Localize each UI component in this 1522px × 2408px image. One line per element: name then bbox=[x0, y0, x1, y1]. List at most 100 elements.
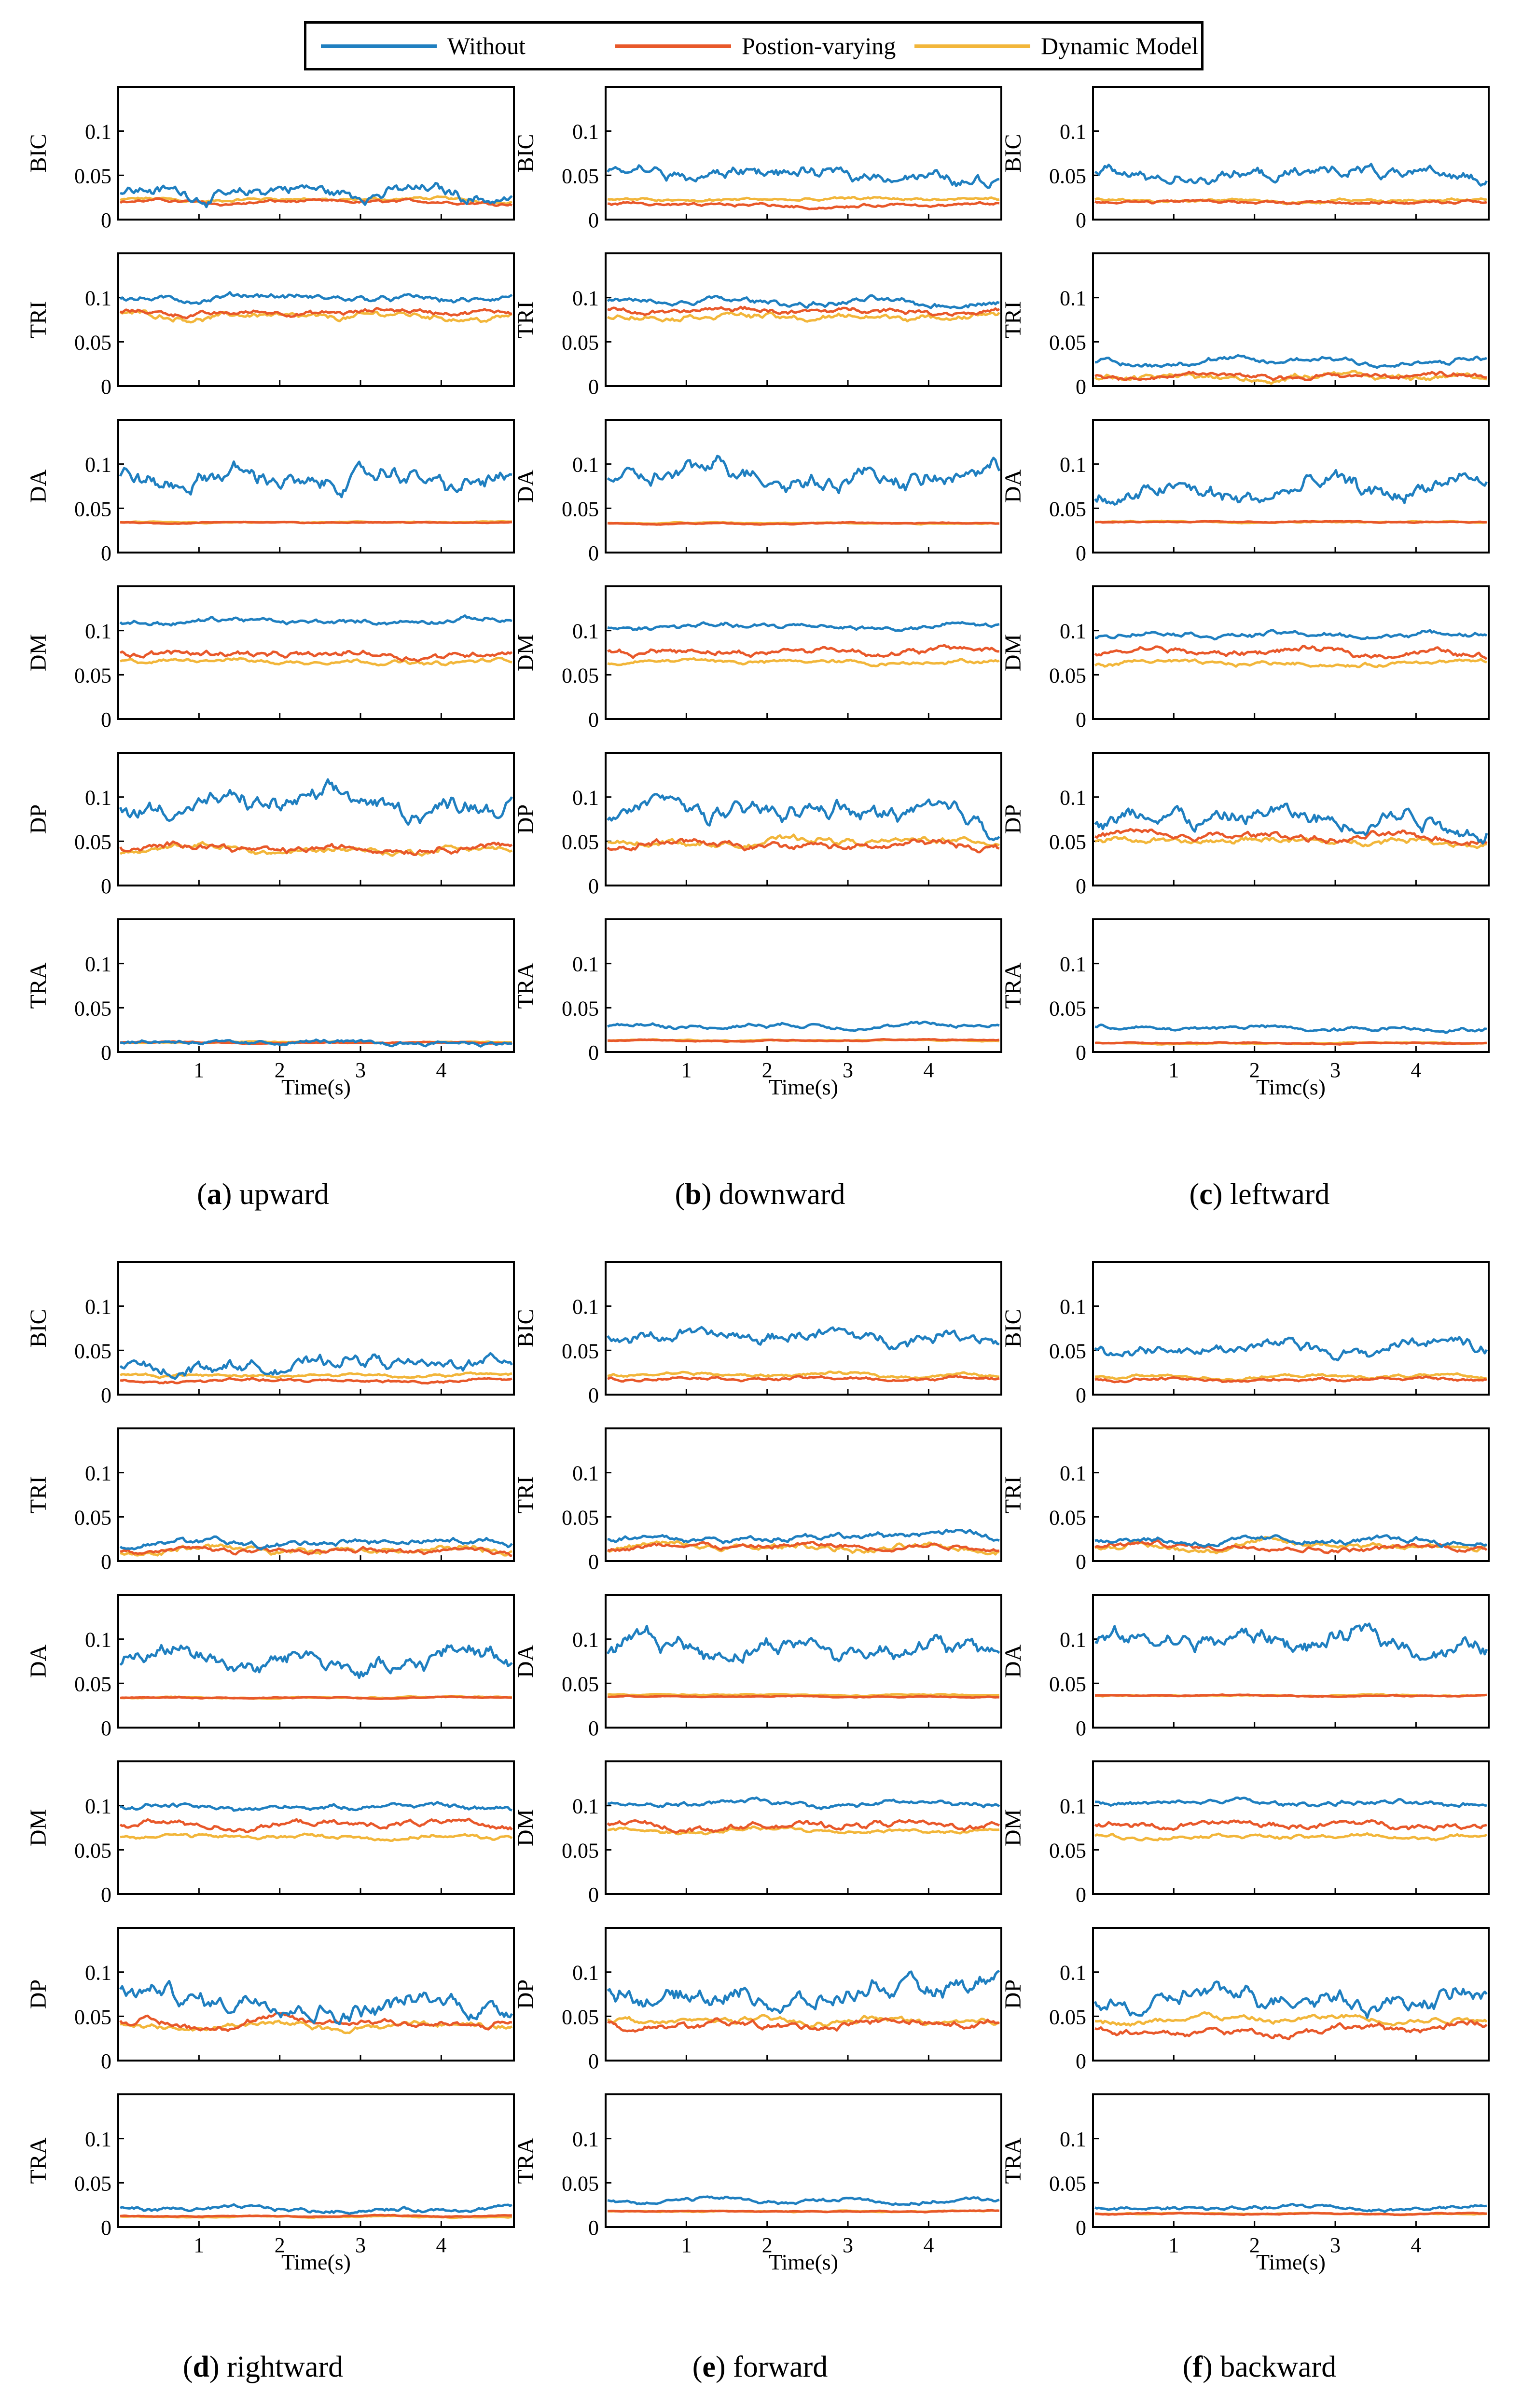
y-tick-label: 0.05 bbox=[74, 164, 111, 188]
y-tick-label: 0.05 bbox=[1049, 2005, 1086, 2029]
subplot-frame bbox=[117, 1760, 515, 1895]
x-tick-label: 1 bbox=[1168, 1058, 1179, 1082]
series-postion-varying-tra bbox=[1094, 1041, 1487, 1046]
series-postion-varying-dm bbox=[607, 1819, 1000, 1834]
y-tick-label: 0.1 bbox=[572, 953, 599, 976]
x-axis-label: Time(s) bbox=[769, 2250, 838, 2274]
muscle-label-bic: BIC bbox=[26, 134, 51, 172]
muscle-label-tra: TRA bbox=[1000, 2137, 1026, 2184]
y-tick-label: 0.1 bbox=[1060, 620, 1086, 643]
series-postion-varying-tri bbox=[1094, 371, 1487, 381]
y-tick-label: 0 bbox=[101, 1550, 111, 1574]
x-tick-label: 1 bbox=[681, 1058, 692, 1082]
y-tick-label: 0.05 bbox=[1049, 2172, 1086, 2195]
subplot-e-tri: 0 0.05 0.1 TRI bbox=[513, 1427, 1002, 1574]
y-tick-label: 0 bbox=[588, 1716, 599, 1740]
y-tick-label: 0.05 bbox=[1049, 1506, 1086, 1529]
series-dynamic-model-dm bbox=[1094, 658, 1487, 668]
caption-c: (c) leftward bbox=[1189, 1178, 1330, 1211]
y-tick-label: 0 bbox=[101, 1384, 111, 1407]
y-tick-label: 0.1 bbox=[85, 453, 111, 477]
y-tick-label: 0.1 bbox=[1060, 2128, 1086, 2151]
subplot-frame bbox=[605, 86, 1002, 221]
series-postion-varying-bic bbox=[1094, 198, 1487, 206]
series-postion-varying-da bbox=[607, 1694, 1000, 1699]
subplot-f-tra: 0 0.05 0.1 1 2 3 4 TRA Time(s) bbox=[1000, 2093, 1490, 2274]
series-without-tri bbox=[119, 291, 513, 305]
legend-label-dynamic-model: Dynamic Model bbox=[1041, 32, 1199, 59]
subplot-b-bic: 0 0.05 0.1 BIC bbox=[513, 86, 1002, 232]
subplot-c-bic: 0 0.05 0.1 BIC bbox=[1000, 86, 1490, 232]
series-dynamic-model-dm bbox=[120, 656, 512, 667]
series-postion-varying-dm bbox=[119, 650, 513, 663]
y-tick-label: 0.05 bbox=[1049, 1339, 1086, 1363]
y-tick-label: 0 bbox=[101, 375, 111, 399]
series-postion-varying-dp bbox=[119, 2011, 512, 2032]
y-tick-label: 0.05 bbox=[74, 830, 111, 854]
y-tick-label: 0 bbox=[588, 2049, 599, 2073]
x-tick-label: 3 bbox=[355, 1058, 366, 1082]
y-tick-label: 0.05 bbox=[74, 996, 111, 1020]
y-tick-label: 0.05 bbox=[1049, 164, 1086, 188]
y-tick-label: 0 bbox=[1076, 1550, 1086, 1574]
y-tick-label: 0.05 bbox=[562, 1506, 599, 1529]
caption-c-name: leftward bbox=[1230, 1178, 1330, 1211]
y-tick-label: 0 bbox=[101, 874, 111, 898]
series-without-tri bbox=[607, 294, 1000, 309]
y-tick-label: 0 bbox=[1076, 208, 1086, 232]
y-tick-label: 0.1 bbox=[85, 1961, 111, 1985]
subplot-frame bbox=[605, 1760, 1002, 1895]
y-tick-label: 0.1 bbox=[1060, 120, 1086, 144]
legend-item-without: Without bbox=[321, 24, 526, 68]
series-without-tri bbox=[607, 1528, 1000, 1545]
y-tick-label: 0 bbox=[1076, 1716, 1086, 1740]
y-tick-label: 0.1 bbox=[85, 1462, 111, 1485]
legend-label-without: Without bbox=[447, 32, 526, 59]
muscle-label-tri: TRI bbox=[26, 301, 51, 338]
y-tick-label: 0.05 bbox=[1049, 664, 1086, 687]
series-without-da bbox=[606, 1624, 1000, 1664]
subplot-d-bic: 0 0.05 0.1 BIC bbox=[26, 1261, 515, 1407]
y-tick-label: 0 bbox=[1076, 541, 1086, 565]
y-tick-label: 0.05 bbox=[1049, 1672, 1086, 1696]
series-dynamic-model-dp bbox=[1094, 2011, 1488, 2027]
muscle-label-tra: TRA bbox=[513, 962, 539, 1009]
subplot-frame bbox=[1092, 2093, 1490, 2228]
caption-b-letter: b bbox=[685, 1178, 702, 1211]
series-postion-varying-dp bbox=[607, 2017, 1000, 2033]
y-tick-label: 0.05 bbox=[1049, 996, 1086, 1020]
y-tick-label: 0 bbox=[1076, 1041, 1086, 1065]
subplot-frame bbox=[117, 752, 515, 886]
series-postion-varying-tra bbox=[607, 2209, 1000, 2214]
subplot-f-da: 0 0.05 0.1 DA bbox=[1000, 1594, 1490, 1740]
caption-a-letter: a bbox=[207, 1178, 222, 1211]
subplot-c-da: 0 0.05 0.1 DA bbox=[1000, 419, 1490, 565]
subplot-frame bbox=[117, 1927, 515, 2062]
series-postion-varying-dp bbox=[1094, 828, 1488, 846]
muscle-label-da: DA bbox=[26, 1645, 51, 1678]
x-tick-label: 2 bbox=[275, 1058, 285, 1082]
legend: Without Postion-varying Dynamic Model bbox=[304, 21, 1204, 70]
y-tick-label: 0.05 bbox=[74, 1839, 111, 1862]
x-tick-label: 3 bbox=[355, 2233, 366, 2257]
caption-e-letter: e bbox=[702, 2351, 716, 2383]
series-dynamic-model-bic bbox=[607, 196, 1000, 203]
subplot-f-bic: 0 0.05 0.1 BIC bbox=[1000, 1261, 1490, 1407]
y-tick-label: 0.1 bbox=[85, 120, 111, 144]
y-tick-label: 0.05 bbox=[562, 830, 599, 854]
x-tick-label: 4 bbox=[923, 2233, 934, 2257]
y-tick-label: 0 bbox=[101, 2216, 111, 2240]
x-tick-label: 1 bbox=[681, 2233, 692, 2257]
y-tick-label: 0 bbox=[588, 708, 599, 732]
y-tick-label: 0.05 bbox=[562, 1672, 599, 1696]
series-without-dm bbox=[607, 1796, 1000, 1811]
series-without-tri bbox=[1094, 354, 1487, 369]
y-tick-label: 0.1 bbox=[85, 1295, 111, 1319]
muscle-label-tri: TRI bbox=[513, 1476, 539, 1513]
series-without-dm bbox=[120, 1800, 512, 1812]
series-dynamic-model-dm bbox=[1094, 1832, 1488, 1842]
muscle-label-tri: TRI bbox=[26, 1476, 51, 1513]
subplot-e-tra: 0 0.05 0.1 1 2 3 4 TRA Time(s) bbox=[513, 2093, 1002, 2274]
x-tick-label: 3 bbox=[1330, 2233, 1341, 2257]
